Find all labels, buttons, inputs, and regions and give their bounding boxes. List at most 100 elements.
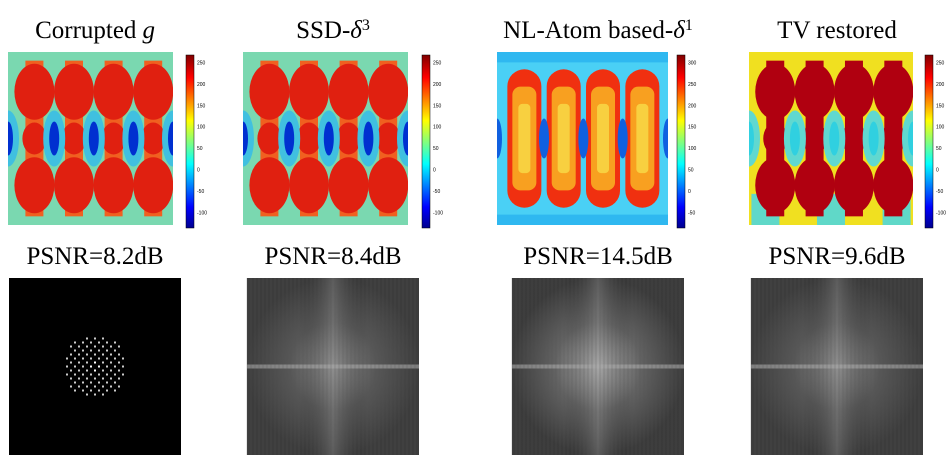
spectrum-dot [66, 357, 68, 360]
heat-low [284, 121, 295, 156]
spectrum-dot [74, 341, 76, 344]
heat-blob [54, 157, 94, 214]
heat-low [403, 121, 408, 156]
colorbar-tick-label: -50 [197, 189, 204, 195]
heat-mid [841, 122, 866, 155]
spectrum-dot [70, 369, 72, 372]
colorbar-tick-label: 50 [936, 146, 942, 152]
colorbar-tick-label: 150 [197, 103, 206, 109]
spectrum-dot [102, 361, 104, 364]
spectrum-line [247, 364, 419, 369]
spectrum-dot [70, 345, 72, 348]
heat-blob [14, 157, 55, 214]
spectrum-dot [90, 389, 92, 392]
spectrum-dot [82, 365, 84, 368]
heat-mid [297, 122, 321, 155]
colorbar-tick-label: 150 [936, 103, 945, 109]
heat-mid [763, 122, 788, 155]
spectrum-dot [78, 377, 80, 380]
spectrum-dot [86, 393, 88, 396]
spectrum-dot [90, 357, 92, 360]
spectrum-dot [106, 365, 108, 368]
colorbar-tick-label: 200 [936, 82, 945, 88]
heat-low [789, 121, 800, 156]
spectrum-dot [82, 349, 84, 352]
spectrum-dot [122, 373, 124, 376]
spectrum-dot [106, 389, 108, 392]
spectrum-dot [82, 381, 84, 384]
spectrum-dot [114, 349, 116, 352]
title-part: Corrupted [35, 17, 137, 44]
colorbar-tick-label: 100 [197, 125, 206, 131]
colorbar-tick-label: 50 [688, 168, 694, 174]
spectrum-dot [106, 373, 108, 376]
heat-core [518, 103, 531, 174]
heat-blob [833, 63, 874, 120]
psnr-label: PSNR=14.5dB [523, 243, 673, 270]
spectrum-dot [66, 365, 68, 368]
spectrum-dot [94, 361, 96, 364]
spectrum-dot [82, 341, 84, 344]
heat-blob [249, 157, 290, 214]
heat-blob [368, 63, 408, 120]
heat-mid [62, 122, 86, 155]
psnr-label: PSNR=8.4dB [264, 243, 401, 270]
heat-low [829, 121, 840, 156]
spectrum-dot [74, 357, 76, 360]
colorbar-tick-label: 200 [433, 82, 442, 88]
heat-core [557, 103, 570, 174]
spectrum-dot [74, 365, 76, 368]
spectrum-dot [94, 385, 96, 388]
spectrum-dot [114, 365, 116, 368]
spectrum-dot [90, 341, 92, 344]
title-part: g [142, 17, 155, 44]
spectrum-dot [102, 377, 104, 380]
spectrum-dot [78, 345, 80, 348]
colorbar-tick-label: 50 [197, 146, 203, 152]
heat-mid [376, 122, 401, 155]
colorbar-tick-label: 50 [433, 146, 439, 152]
spectrum-dot [82, 373, 84, 376]
spectrum-dot [98, 349, 100, 352]
spectrum-dot [102, 353, 104, 356]
spectrum-dot [78, 361, 80, 364]
colorbar-tick-label: 100 [936, 125, 945, 131]
panel-title: SSD-δ3 [296, 17, 370, 45]
spectrum-dot [86, 361, 88, 364]
panel-title: TV restored [777, 17, 897, 44]
heat-low [868, 121, 879, 156]
spectrum-dot [106, 341, 108, 344]
heatmap [749, 52, 913, 225]
spectrum-dot [98, 373, 100, 376]
spectrum-dot [78, 353, 80, 356]
heat-low [749, 121, 754, 156]
colorbar-tick-label: -100 [433, 211, 443, 217]
spectrum-dot [114, 389, 116, 392]
colorbar-tick-label: -50 [936, 189, 943, 195]
spectrum-dot [70, 377, 72, 380]
spectrum-dot [86, 345, 88, 348]
spectrum-dot [102, 369, 104, 372]
heat-low [323, 121, 334, 156]
spectrum-dot [78, 385, 80, 388]
colorbar-tick-label: -100 [197, 211, 207, 217]
heat-low [663, 118, 668, 159]
psnr-label: PSNR=8.2dB [26, 243, 163, 270]
heat-low [908, 121, 913, 156]
heat-blob [368, 157, 408, 214]
colorbar-tick-label: 250 [688, 82, 697, 88]
colorbar [676, 54, 686, 229]
title-part: δ [673, 17, 685, 44]
spectrum-dot [118, 377, 120, 380]
spectrum-dot [86, 337, 88, 340]
colorbar-tick-label: 0 [197, 168, 200, 174]
panel-title: NL-Atom based-δ1 [503, 17, 693, 45]
colorbar-tick-label: -100 [936, 211, 946, 217]
title-part: δ [350, 17, 362, 44]
heat-core [597, 103, 610, 174]
heat-low [168, 121, 173, 156]
colorbar-tick-label: 150 [688, 125, 697, 131]
colorbar-tick-label: 250 [433, 60, 442, 66]
heat-blob [755, 157, 796, 214]
heat-blob [289, 63, 329, 120]
